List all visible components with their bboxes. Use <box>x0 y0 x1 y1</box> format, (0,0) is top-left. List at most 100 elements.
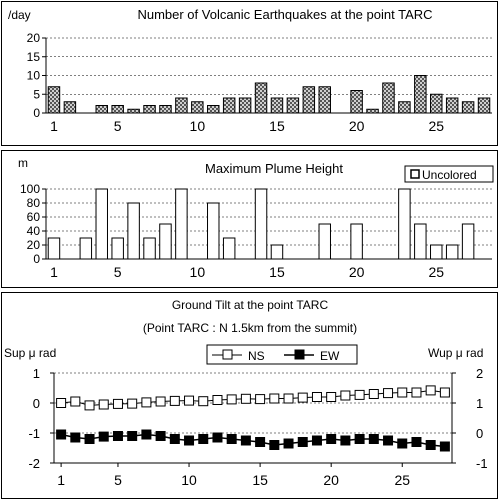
tilt-ns-point <box>340 390 351 401</box>
tilt-ew-point <box>311 435 322 446</box>
plume-y-tick-label: 0 <box>33 252 40 266</box>
tilt-y-label-left: Sup μ rad <box>4 346 56 360</box>
plume-legend-swatch <box>410 169 420 179</box>
tilt-legend-ew-marker <box>294 349 305 360</box>
tilt-ns-point <box>226 394 237 405</box>
tilt-y-tick-label-left: 0 <box>33 396 40 411</box>
tilt-ew-series-line <box>60 433 445 448</box>
eq-bar <box>270 97 284 114</box>
tilt-y-tick-label-left: -1 <box>28 426 40 441</box>
tilt-ns-point <box>98 399 109 410</box>
eq-bar <box>95 105 108 114</box>
eq-bar <box>382 82 395 114</box>
plume-bar <box>270 244 284 260</box>
tilt-ns-point <box>383 388 394 399</box>
plume-bar <box>222 237 236 260</box>
plume-bar <box>111 237 124 260</box>
tilt-ew-point <box>397 438 408 449</box>
tilt-ew-point <box>141 429 152 440</box>
tilt-ew-point <box>255 437 266 447</box>
plume-bar <box>430 244 443 260</box>
tilt-ew-point <box>297 437 308 447</box>
tilt-ns-series-line <box>61 389 445 406</box>
plume-title: Maximum Plume Height <box>205 161 343 176</box>
eq-bar <box>286 97 300 114</box>
eq-bar <box>143 105 156 114</box>
tilt-ns-point <box>326 392 337 402</box>
tilt-legend-ns-label: NS <box>248 349 265 363</box>
tilt-ns-point <box>297 392 308 403</box>
eq-bar <box>318 86 331 114</box>
eq-bar <box>63 101 77 114</box>
plume-bar <box>143 237 156 260</box>
tilt-x-tick-label: 10 <box>181 472 197 488</box>
eq-bar <box>111 105 124 114</box>
tilt-ew-point <box>354 434 365 444</box>
tilt-y-tick-label-right: -1 <box>476 456 488 471</box>
eq-bar <box>47 86 61 114</box>
tilt-ns-point <box>354 389 365 400</box>
eq-x-tick-label: 25 <box>428 118 444 134</box>
tilt-x-tick-label: 15 <box>252 472 268 488</box>
tilt-x-tick-label: 5 <box>114 472 122 488</box>
eq-x-tick-label: 15 <box>269 118 285 134</box>
eq-title: Number of Volcanic Earthquakes at the po… <box>137 7 432 22</box>
eq-x-tick-label: 1 <box>50 118 58 134</box>
plume-x-tick-label: 5 <box>114 264 122 280</box>
eq-y-label: /day <box>8 8 31 22</box>
eq-bar <box>191 101 204 114</box>
tilt-ew-point <box>155 431 166 441</box>
tilt-ew-point <box>368 434 379 444</box>
eq-y-tick-label: 15 <box>27 50 41 64</box>
tilt-ns-point <box>439 387 450 398</box>
tilt-x-tick-label: 25 <box>394 472 410 488</box>
eq-bar <box>461 101 475 114</box>
tilt-ew-point <box>226 434 237 444</box>
tilt-ns-point <box>127 398 138 409</box>
plume-x-tick-label: 10 <box>190 264 206 280</box>
tilt-y-tick-label-left: 1 <box>33 366 40 381</box>
tilt-ew-point <box>439 441 450 452</box>
eq-bar <box>398 101 411 114</box>
plume-legend-box <box>404 165 494 183</box>
eq-x-tick-label: 5 <box>114 118 122 134</box>
eq-bar <box>445 97 459 114</box>
plume-bar <box>318 223 331 260</box>
plume-bar <box>254 188 268 260</box>
tilt-ew-point <box>184 435 195 446</box>
plume-bar <box>175 188 188 260</box>
plume-y-tick-label: 60 <box>27 210 41 224</box>
tilt-ew-point <box>383 435 394 446</box>
plume-x-tick-label: 1 <box>50 264 58 280</box>
eq-bar <box>207 105 220 114</box>
eq-bar <box>222 97 236 114</box>
plume-bar <box>79 237 93 260</box>
tilt-ns-point <box>212 395 223 405</box>
plume-y-tick-label: 100 <box>20 182 40 196</box>
tilt-title: Ground Tilt at the point TARC <box>172 298 329 312</box>
plume-bar <box>207 202 220 260</box>
tilt-ns-point <box>141 397 152 408</box>
plume-bar <box>159 223 172 260</box>
plume-y-tick-label: 40 <box>27 224 41 238</box>
earthquake-chart: /day Number of Volcanic Earthquakes at th… <box>8 7 492 134</box>
eq-bar <box>127 108 140 114</box>
tilt-ew-point <box>127 431 138 441</box>
tilt-x-tick-label: 20 <box>323 472 339 488</box>
eq-bar <box>254 82 268 114</box>
tilt-ns-point <box>184 395 195 406</box>
tilt-ns-point <box>169 395 180 406</box>
tilt-ns-point <box>56 398 67 408</box>
tilt-ns-point <box>411 387 422 398</box>
tilt-ew-point <box>326 434 337 444</box>
tilt-ew-point <box>340 435 351 446</box>
eq-bar <box>159 105 172 114</box>
eq-bar <box>302 86 316 114</box>
eq-x-tick-label: 10 <box>190 118 206 134</box>
tilt-ew-point <box>169 434 180 444</box>
tilt-ew-point <box>70 432 81 443</box>
plume-bar <box>398 188 411 260</box>
plume-bar <box>350 223 363 260</box>
plume-x-tick-label: 20 <box>349 264 365 280</box>
ground-tilt-chart: Ground Tilt at the point TARC (Point TARC… <box>4 298 488 488</box>
